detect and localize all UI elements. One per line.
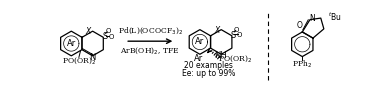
Text: NH: NH: [214, 51, 227, 60]
Text: ArB(OH)$_2$, TFE: ArB(OH)$_2$, TFE: [121, 45, 180, 56]
Text: PO(OR)$_2$: PO(OR)$_2$: [218, 53, 253, 64]
Text: Ar: Ar: [195, 37, 204, 46]
Text: X: X: [85, 27, 91, 36]
Text: S: S: [102, 32, 107, 41]
Text: O: O: [108, 34, 114, 40]
Text: N: N: [310, 14, 315, 23]
Text: Ee: up to 99%: Ee: up to 99%: [182, 69, 235, 78]
Text: O: O: [234, 27, 239, 33]
Text: Ar: Ar: [194, 54, 204, 63]
Text: X: X: [214, 25, 219, 35]
Text: 20 examples: 20 examples: [184, 61, 233, 70]
Text: Ar: Ar: [67, 39, 76, 48]
Text: $^t$Bu: $^t$Bu: [328, 10, 342, 23]
Text: N: N: [89, 53, 95, 62]
Text: S: S: [231, 31, 236, 40]
Text: Pd(L)(OCOCF$_3$)$_2$: Pd(L)(OCOCF$_3$)$_2$: [118, 25, 183, 36]
Text: O: O: [297, 21, 303, 30]
Text: PO(OR)$_2$: PO(OR)$_2$: [62, 55, 96, 66]
Text: PPh$_2$: PPh$_2$: [292, 58, 312, 70]
Text: O: O: [105, 28, 111, 34]
Text: O: O: [237, 32, 242, 38]
